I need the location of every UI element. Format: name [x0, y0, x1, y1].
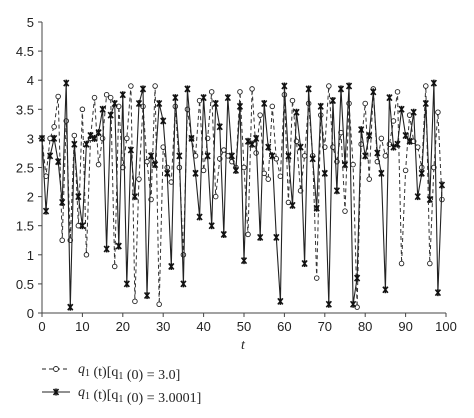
series-1-point [289, 97, 296, 104]
series-1-point [378, 135, 385, 142]
series-1-point [414, 144, 421, 150]
legend-text-part: 1 [85, 391, 90, 402]
series-1-point [249, 86, 255, 92]
series-1-point [366, 176, 372, 182]
legend-text-part: (0) = 3.0001] [123, 391, 201, 406]
series-1-point [435, 109, 441, 115]
y-tick-label: 2.5 [16, 161, 34, 176]
series-1-point [212, 193, 219, 200]
legend-text-part: (t)[q [90, 388, 118, 403]
series-1-point [124, 135, 130, 142]
series-1-point [427, 260, 433, 267]
x-tick-label: 70 [318, 319, 332, 334]
series-1-point [301, 153, 308, 159]
series-1-point [257, 112, 263, 118]
y-tick-label: 1.5 [16, 219, 34, 234]
x-tick-label: 100 [435, 319, 457, 334]
series-1-point [91, 94, 98, 101]
series-1-point [75, 222, 82, 229]
series-1-point [402, 167, 409, 174]
x-tick-label: 10 [75, 319, 89, 334]
series-1-point [350, 161, 356, 168]
legend-text-part: (0) = 3.0] [123, 368, 180, 383]
series-1-point [342, 208, 348, 214]
y-tick-label: 5 [27, 15, 34, 30]
series-1-point [99, 135, 106, 142]
x-tick-label: 0 [38, 319, 45, 334]
series-1-point [394, 89, 401, 95]
legend-text-part: (t)[q [90, 365, 118, 380]
series-1-point [265, 176, 271, 182]
legend-text-part: 1 [118, 371, 123, 382]
series-1-point [144, 158, 150, 165]
x-tick-label: 90 [398, 319, 412, 334]
legend-marker-1 [53, 366, 59, 372]
series-1-point [132, 298, 138, 305]
y-tick-label: 1 [27, 248, 34, 263]
series-1-point [51, 124, 57, 130]
series-1-point [237, 89, 243, 95]
y-tick-label: 4.5 [16, 44, 34, 59]
series-1-point [180, 252, 187, 258]
series-layer [38, 79, 446, 311]
series-1-point [83, 252, 90, 258]
series-1-point [136, 176, 142, 182]
y-tick-label: 4 [27, 73, 34, 88]
series-1-point [152, 83, 158, 89]
y-tick-label: 2 [27, 190, 34, 205]
series-1-point [398, 260, 405, 267]
legend: q1 (t)[q1 (0) = 3.0]q1 (t)[q1 (0) = 3.00… [42, 362, 201, 406]
series-2 [38, 79, 446, 311]
series-1-point [277, 173, 284, 179]
series-1-point [128, 83, 134, 89]
x-tick-label: 30 [156, 319, 170, 334]
legend-item-2: q1 (t)[q1 (0) = 3.0001] [42, 385, 201, 406]
x-tick-label: 80 [358, 319, 372, 334]
series-1-point [59, 237, 65, 243]
tick-labels: 0 10 20 30 40 50 60 70 80 90 100 0 0.5 1 1.5 2 2.5 3 3.5 4 4… [16, 15, 457, 334]
series-1-point [107, 94, 114, 101]
series-1-point [221, 147, 227, 153]
axes [38, 21, 447, 317]
x-tick-label: 20 [116, 319, 130, 334]
legend-text-part: q [78, 385, 85, 400]
series-1-point [103, 91, 110, 98]
x-tick-label: 40 [196, 319, 210, 334]
x-axis-label: t [241, 338, 246, 353]
series-1-point [245, 231, 251, 238]
legend-label-1: q1 (t)[q1 (0) = 3.0] [78, 362, 180, 383]
series-1-point [423, 83, 429, 89]
series-1-point [111, 263, 118, 270]
series-1-point [225, 153, 231, 159]
series-1-point [47, 135, 53, 142]
series-1-point [55, 93, 61, 100]
y-tick-label: 3 [27, 131, 34, 146]
series-1-point [79, 106, 86, 113]
series-1-point [362, 100, 368, 107]
series-1-point [208, 89, 215, 95]
series-1-point [95, 161, 102, 168]
series-1-point [269, 103, 276, 110]
legend-text-part: 1 [85, 368, 90, 379]
series-1-point [241, 164, 247, 171]
series-1-point [71, 132, 78, 139]
y-tick-label: 0 [27, 306, 34, 321]
series-1-point [382, 153, 389, 159]
series-1-point [313, 275, 320, 281]
legend-text-part: q [78, 362, 85, 377]
series-1-point [326, 83, 332, 89]
legend-text-part: 1 [118, 394, 123, 405]
series-line-2 [41, 83, 443, 308]
legend-label-2: q1 (t)[q1 (0) = 3.0001] [78, 385, 201, 406]
x-tick-label: 60 [277, 319, 291, 334]
series-1-point [200, 167, 207, 174]
y-tick-label: 3.5 [16, 102, 34, 117]
legend-item-1: q1 (t)[q1 (0) = 3.0] [42, 362, 180, 383]
y-tick-label: 0.5 [16, 277, 34, 292]
x-tick-label: 50 [237, 319, 251, 334]
series-1-point [156, 301, 162, 308]
